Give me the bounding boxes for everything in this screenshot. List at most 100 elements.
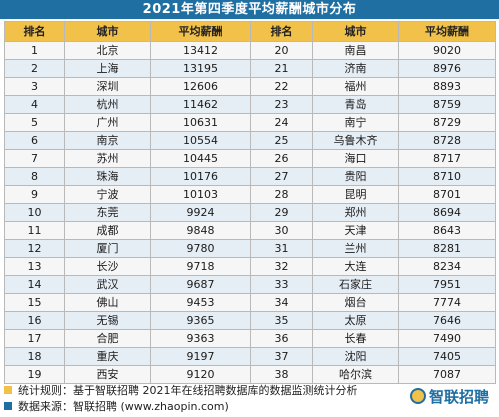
cell-rank-right: 31 [250, 239, 313, 258]
cell-rank-right: 36 [250, 329, 313, 348]
cell-salary-left: 9718 [150, 257, 251, 276]
header-salary-right: 平均薪酬 [398, 21, 496, 42]
cell-salary-left: 9120 [150, 365, 251, 384]
cell-city-right: 兰州 [312, 239, 399, 258]
cell-city-right: 郑州 [312, 203, 399, 222]
cell-rank-right: 20 [250, 41, 313, 60]
cell-salary-left: 9197 [150, 347, 251, 366]
table-row: 16 无锡 9365 35 太原 7646 [4, 311, 496, 330]
cell-salary-right: 8729 [398, 113, 496, 132]
cell-rank-left: 18 [4, 347, 65, 366]
cell-city-left: 东莞 [64, 203, 151, 222]
cell-rank-right: 27 [250, 167, 313, 186]
table-row: 13 长沙 9718 32 大连 8234 [4, 257, 496, 276]
cell-salary-right: 7490 [398, 329, 496, 348]
cell-salary-left: 10176 [150, 167, 251, 186]
cell-rank-right: 30 [250, 221, 313, 240]
page-title: 2021年第四季度平均薪酬城市分布 [0, 0, 499, 19]
cell-rank-right: 38 [250, 365, 313, 384]
cell-salary-right: 7774 [398, 293, 496, 312]
cell-rank-left: 19 [4, 365, 65, 384]
table-row: 15 佛山 9453 34 烟台 7774 [4, 293, 496, 312]
cell-rank-left: 12 [4, 239, 65, 258]
table-row: 5 广州 10631 24 南宁 8729 [4, 113, 496, 132]
cell-rank-right: 32 [250, 257, 313, 276]
cell-city-left: 杭州 [64, 95, 151, 114]
cell-rank-left: 6 [4, 131, 65, 150]
cell-city-left: 西安 [64, 365, 151, 384]
cell-rank-left: 17 [4, 329, 65, 348]
footnote-source: 数据来源：智联招聘 (www.zhaopin.com) [4, 400, 229, 414]
table-row: 19 西安 9120 38 哈尔滨 7087 [4, 365, 496, 384]
cell-salary-left: 9453 [150, 293, 251, 312]
cell-city-right: 哈尔滨 [312, 365, 399, 384]
cell-rank-left: 5 [4, 113, 65, 132]
footnote-method: 统计规则：基于智联招聘 2021年在线招聘数据库的数据监测统计分析 [4, 384, 358, 398]
zhaopin-logo-text: 智联招聘 [428, 387, 489, 406]
cell-city-right: 福州 [312, 77, 399, 96]
table-row: 1 北京 13412 20 南昌 9020 [4, 41, 496, 60]
header-salary-left: 平均薪酬 [150, 21, 251, 42]
cell-city-right: 大连 [312, 257, 399, 276]
cell-salary-left: 9363 [150, 329, 251, 348]
cell-salary-right: 8717 [398, 149, 496, 168]
cell-rank-right: 22 [250, 77, 313, 96]
cell-salary-left: 9687 [150, 275, 251, 294]
cell-salary-right: 8976 [398, 59, 496, 78]
cell-rank-left: 11 [4, 221, 65, 240]
footnote-source-text: 数据来源：智联招聘 (www.zhaopin.com) [18, 400, 229, 413]
cell-rank-right: 29 [250, 203, 313, 222]
cell-salary-left: 10103 [150, 185, 251, 204]
cell-rank-left: 7 [4, 149, 65, 168]
cell-rank-right: 28 [250, 185, 313, 204]
cell-city-left: 上海 [64, 59, 151, 78]
cell-rank-left: 3 [4, 77, 65, 96]
zhaopin-logo: 智联招聘 [409, 385, 489, 407]
cell-salary-left: 10631 [150, 113, 251, 132]
table-row: 14 武汉 9687 33 石家庄 7951 [4, 275, 496, 294]
cell-rank-left: 13 [4, 257, 65, 276]
cell-city-right: 长春 [312, 329, 399, 348]
cell-city-left: 无锡 [64, 311, 151, 330]
table-row: 12 厦门 9780 31 兰州 8281 [4, 239, 496, 258]
table-row: 8 珠海 10176 27 贵阳 8710 [4, 167, 496, 186]
footer: 统计规则：基于智联招聘 2021年在线招聘数据库的数据监测统计分析 数据来源：智… [4, 382, 495, 415]
cell-city-left: 佛山 [64, 293, 151, 312]
cell-salary-left: 9365 [150, 311, 251, 330]
cell-rank-right: 37 [250, 347, 313, 366]
table-header-row: 排名 城市 平均薪酬 排名 城市 平均薪酬 [4, 21, 496, 42]
cell-rank-right: 25 [250, 131, 313, 150]
cell-salary-right: 7405 [398, 347, 496, 366]
cell-rank-left: 8 [4, 167, 65, 186]
header-rank-left: 排名 [4, 21, 65, 42]
cell-city-right: 南宁 [312, 113, 399, 132]
salary-table: 排名 城市 平均薪酬 排名 城市 平均薪酬 1 北京 13412 20 南昌 9020 2 上… [4, 21, 496, 384]
cell-salary-left: 11462 [150, 95, 251, 114]
cell-city-right: 南昌 [312, 41, 399, 60]
footnote-method-text: 统计规则：基于智联招聘 2021年在线招聘数据库的数据监测统计分析 [18, 384, 358, 397]
cell-rank-right: 26 [250, 149, 313, 168]
cell-salary-left: 10445 [150, 149, 251, 168]
cell-city-right: 石家庄 [312, 275, 399, 294]
cell-rank-right: 23 [250, 95, 313, 114]
cell-city-left: 长沙 [64, 257, 151, 276]
cell-rank-right: 24 [250, 113, 313, 132]
table-row: 18 重庆 9197 37 沈阳 7405 [4, 347, 496, 366]
cell-city-right: 烟台 [312, 293, 399, 312]
table-row: 11 成都 9848 30 天津 8643 [4, 221, 496, 240]
cell-rank-left: 2 [4, 59, 65, 78]
header-city-left: 城市 [64, 21, 151, 42]
table-row: 2 上海 13195 21 济南 8976 [4, 59, 496, 78]
cell-rank-left: 14 [4, 275, 65, 294]
cell-salary-left: 9780 [150, 239, 251, 258]
cell-city-right: 天津 [312, 221, 399, 240]
cell-city-left: 合肥 [64, 329, 151, 348]
table-body: 1 北京 13412 20 南昌 9020 2 上海 13195 21 济南 8976 3 深圳 12606… [4, 41, 496, 384]
cell-salary-left: 9848 [150, 221, 251, 240]
cell-salary-right: 8759 [398, 95, 496, 114]
cell-salary-right: 8643 [398, 221, 496, 240]
cell-city-left: 南京 [64, 131, 151, 150]
cell-rank-right: 35 [250, 311, 313, 330]
cell-salary-right: 8710 [398, 167, 496, 186]
cell-city-right: 贵阳 [312, 167, 399, 186]
